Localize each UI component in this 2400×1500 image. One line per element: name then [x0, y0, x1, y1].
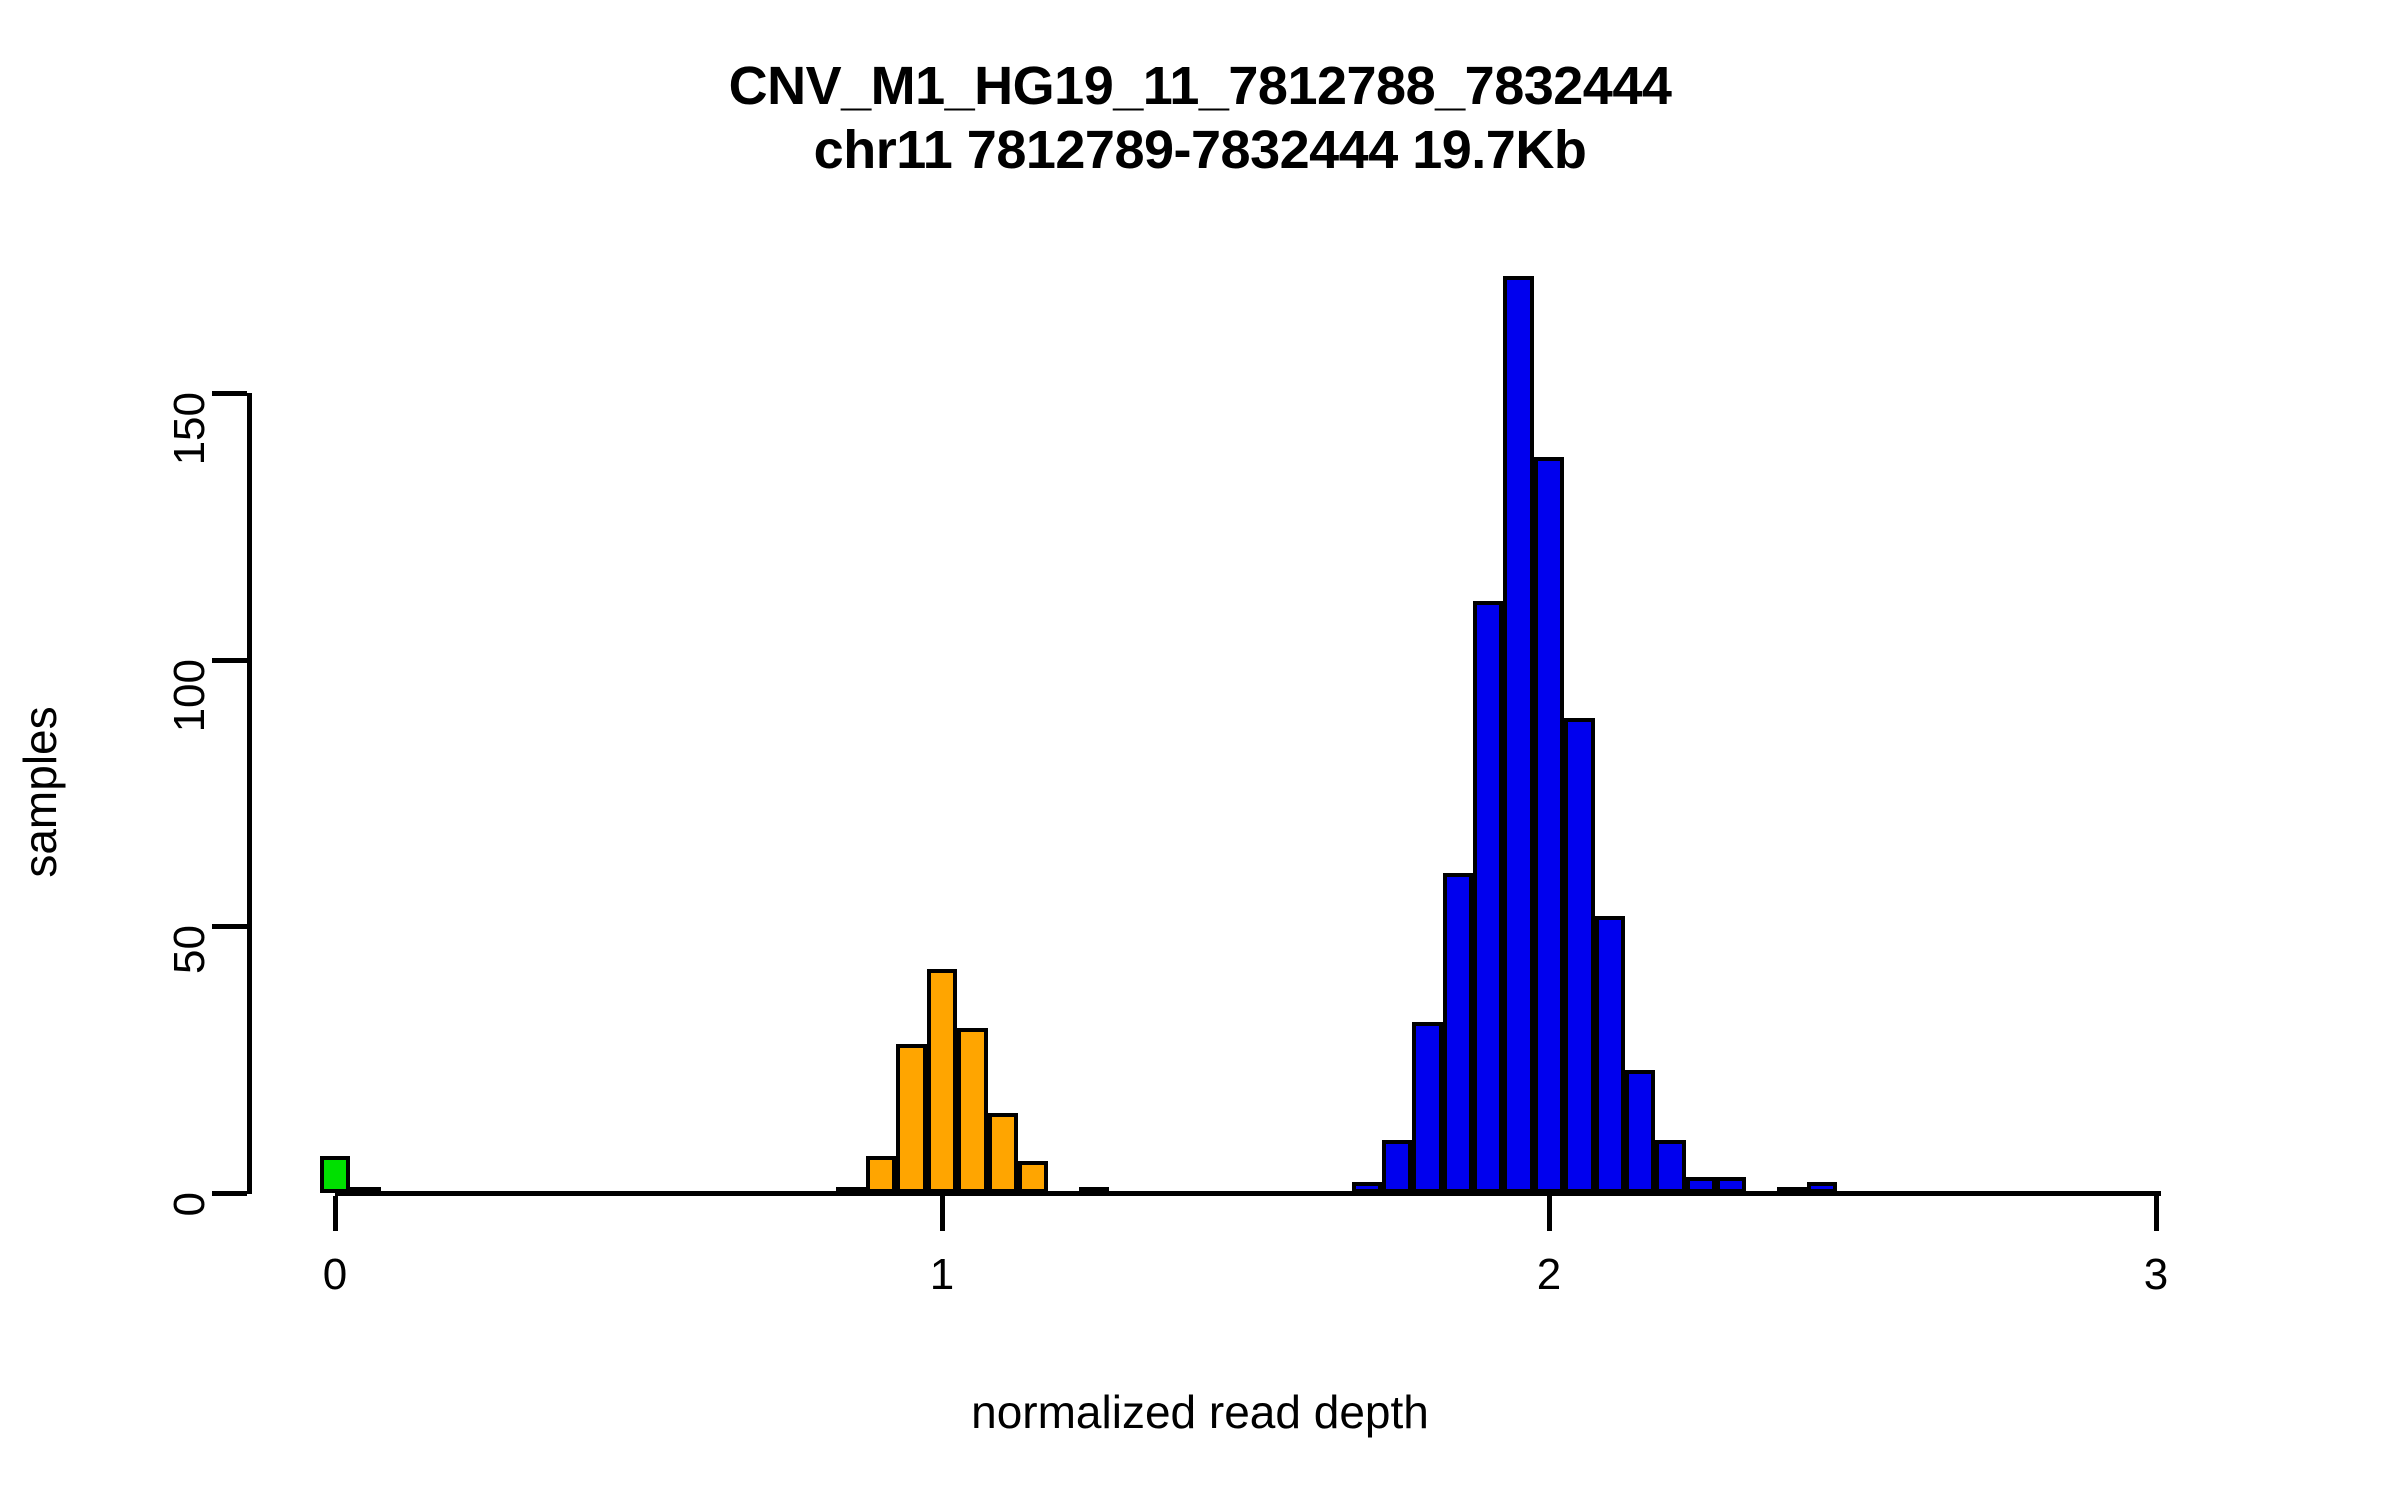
- x-tick-mark: [2154, 1196, 2159, 1231]
- histogram-bar: [1533, 457, 1565, 1193]
- histogram-bar: [1655, 1139, 1686, 1193]
- histogram-bar: [1776, 1187, 1807, 1195]
- histogram-bar: [896, 1043, 927, 1193]
- chart-title: CNV_M1_HG19_11_7812788_7832444 chr11 781…: [0, 55, 2400, 182]
- histogram-bar: [1806, 1182, 1838, 1193]
- histogram-bar: [1624, 1070, 1656, 1193]
- x-tick-mark: [1547, 1196, 1552, 1231]
- histogram-bar: [1503, 275, 1534, 1193]
- histogram-bar: [835, 1187, 867, 1195]
- x-tick-mark: [940, 1196, 945, 1231]
- x-tick-label: 3: [2143, 1250, 2169, 1299]
- histogram-bar: [1442, 873, 1474, 1193]
- histogram-bar: [1017, 1161, 1049, 1193]
- y-tick-mark: [212, 924, 247, 930]
- x-tick-label: 1: [929, 1250, 955, 1299]
- histogram-bar: [987, 1113, 1018, 1193]
- histogram-bar: [1715, 1177, 1747, 1193]
- x-tick-mark: [333, 1196, 338, 1231]
- x-tick-label: 2: [1536, 1250, 1562, 1299]
- histogram-bar: [350, 1187, 381, 1195]
- histogram-bar: [926, 969, 958, 1193]
- histogram-bar: [1382, 1139, 1413, 1193]
- x-tick-label: 0: [322, 1250, 348, 1299]
- histogram-bar: [866, 1155, 897, 1193]
- y-tick-mark: [212, 1191, 247, 1196]
- y-tick-mark: [212, 657, 247, 663]
- histogram-bar: [1594, 915, 1625, 1193]
- x-axis-line: [335, 1191, 2161, 1196]
- chart-title-line-1: CNV_M1_HG19_11_7812788_7832444: [728, 56, 1672, 116]
- x-axis-title: normalized read depth: [971, 1386, 1429, 1438]
- histogram-bar: [319, 1155, 351, 1193]
- histogram-bar: [1564, 718, 1595, 1193]
- y-axis-line: [247, 393, 252, 1194]
- chart-title-line-2: chr11 7812789-7832444 19.7Kb: [813, 119, 1587, 180]
- histogram-bar: [1351, 1182, 1383, 1193]
- histogram-bar: [957, 1027, 988, 1193]
- y-tick-mark: [212, 391, 247, 396]
- histogram-bar: [1412, 1022, 1443, 1193]
- histogram-bar: [1473, 601, 1504, 1193]
- histogram-bar: [1078, 1187, 1109, 1195]
- histogram-bar: [1685, 1177, 1716, 1193]
